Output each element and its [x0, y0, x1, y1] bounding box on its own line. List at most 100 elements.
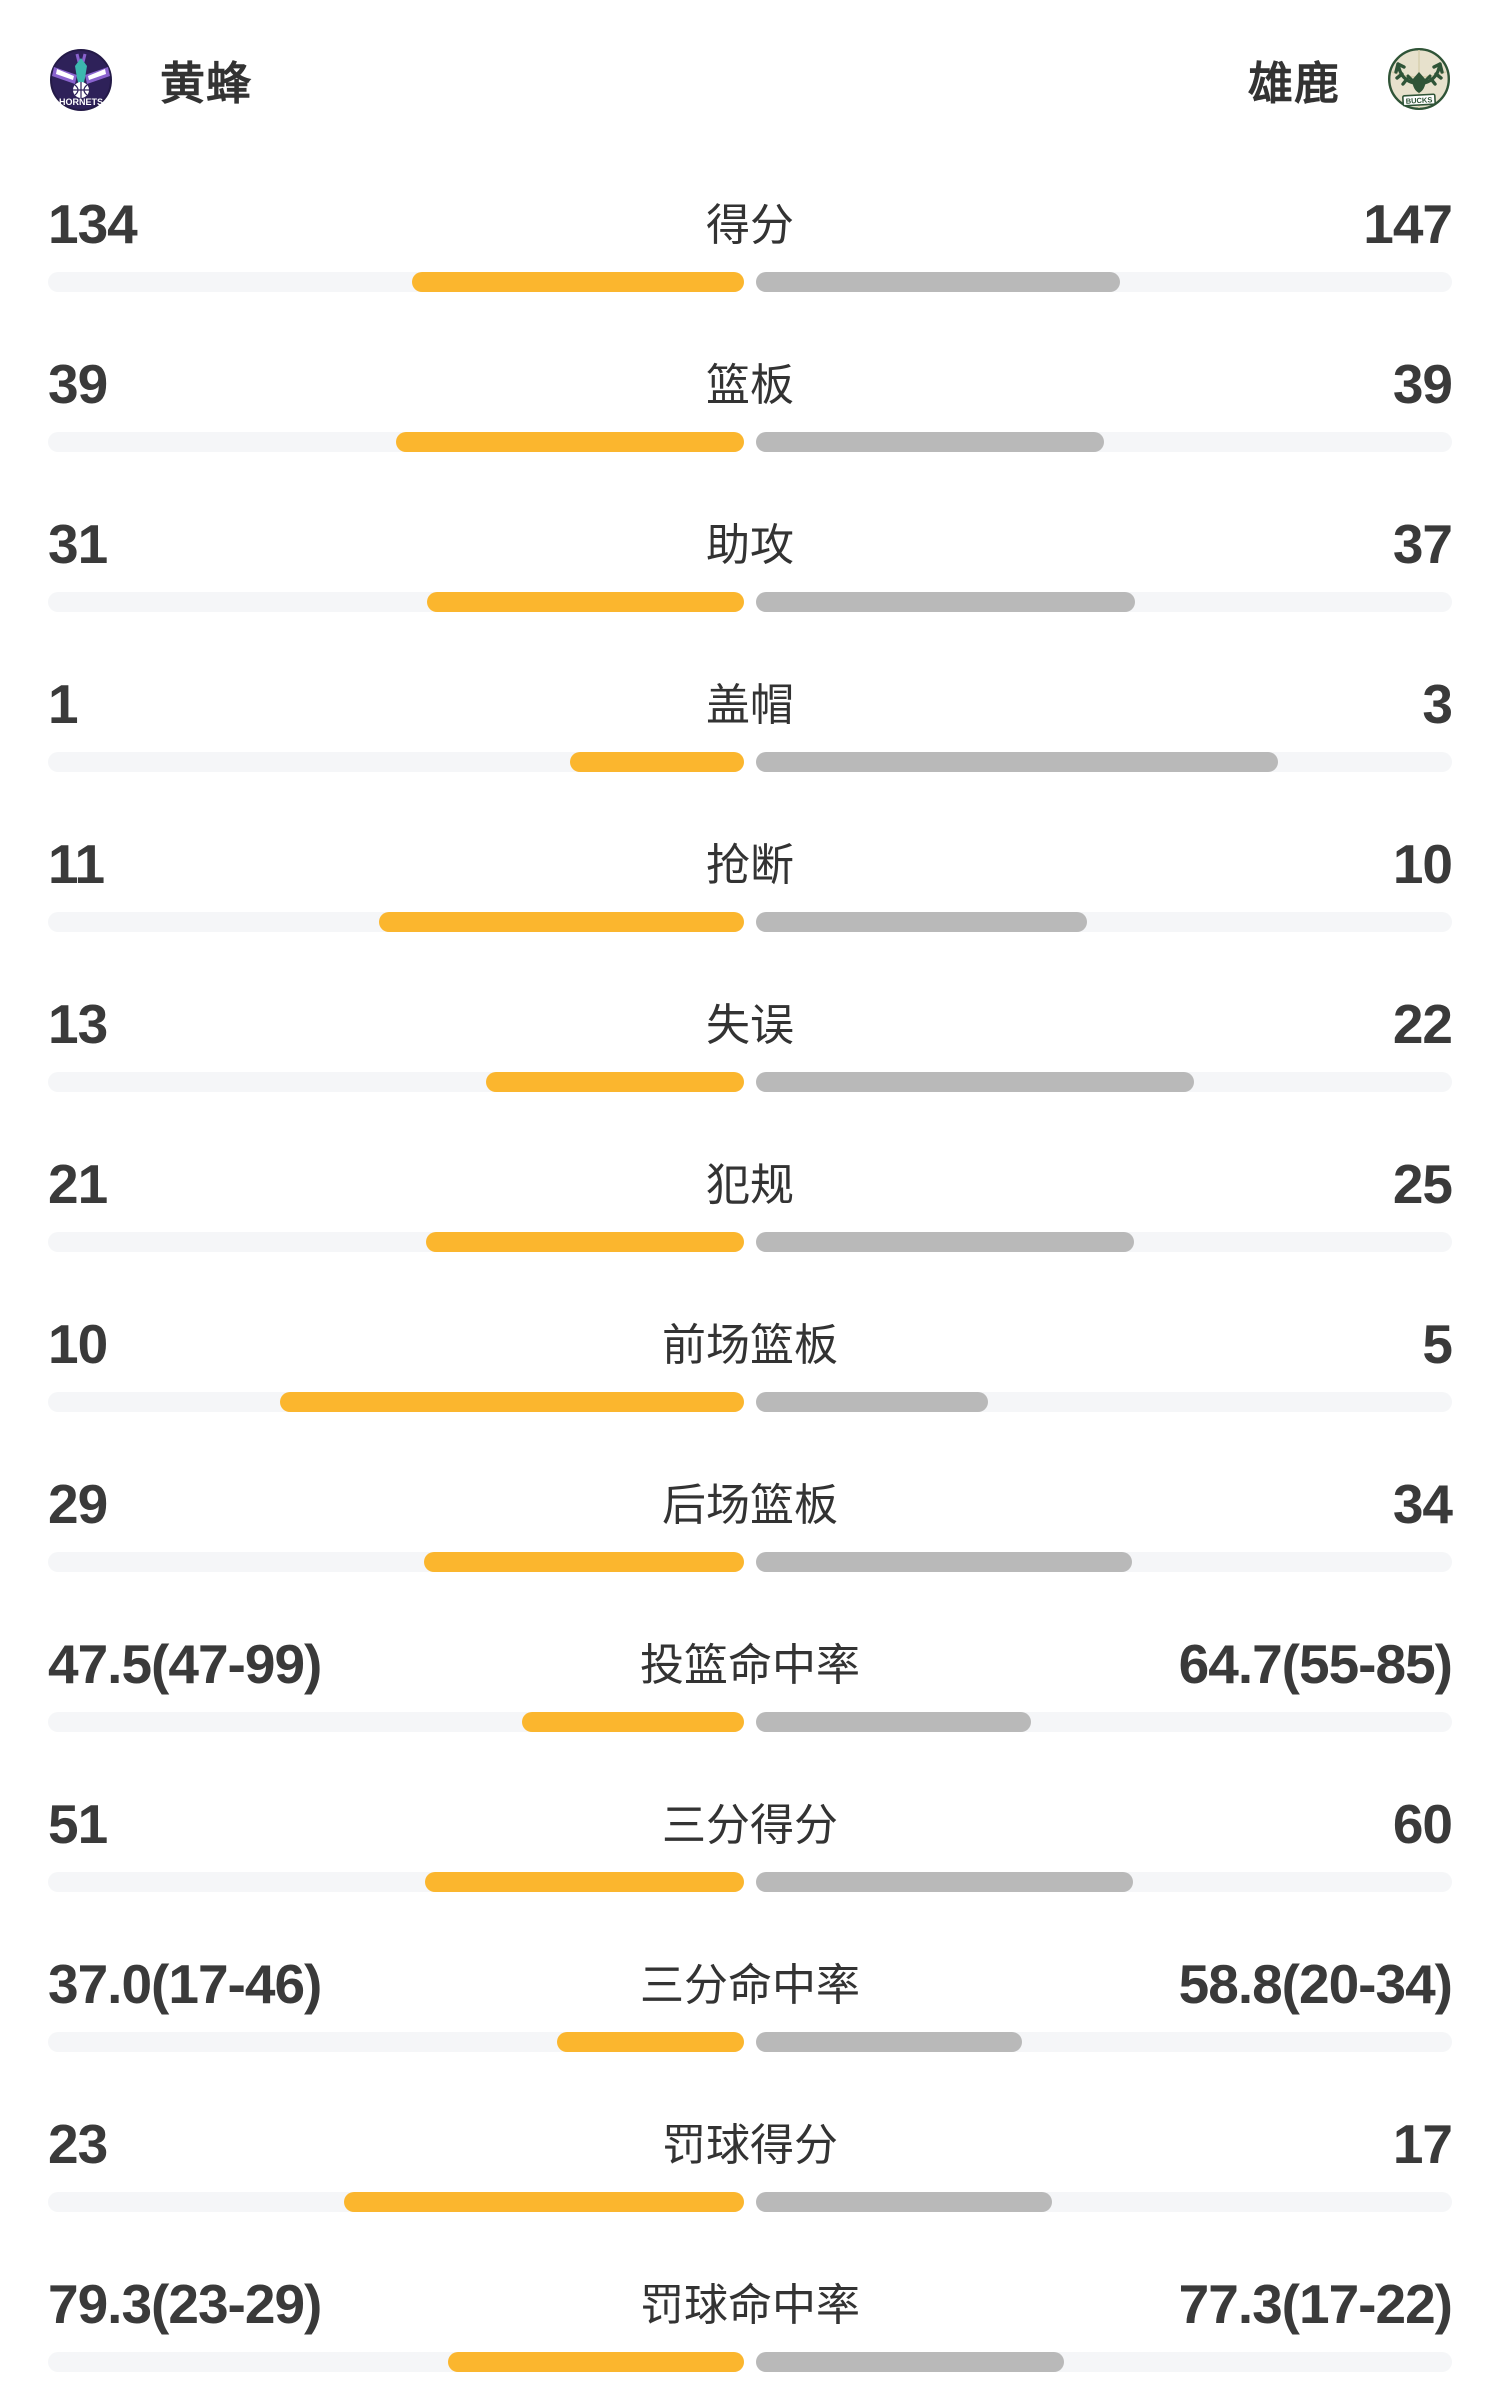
stat-line: 37.0(17-46) 三分命中率 58.8(20-34) [48, 1953, 1453, 2015]
stat-label: 三分得分 [662, 1801, 838, 1850]
home-stat-value: 51 [48, 1793, 108, 1855]
home-bar-fill [343, 2192, 744, 2212]
away-bar-track [756, 1232, 1452, 1252]
stat-row: 37.0(17-46) 三分命中率 58.8(20-34) [48, 1907, 1453, 2067]
stat-line: 21 犯规 25 [48, 1153, 1453, 1215]
away-stat-value: 60 [1392, 1793, 1453, 1855]
home-bar-fill [379, 912, 744, 932]
stat-bars [48, 1712, 1452, 1732]
away-stat-value: 22 [1392, 993, 1453, 1055]
home-team: HORNETS 黄蜂 [48, 46, 252, 112]
stat-label: 失误 [706, 1001, 794, 1050]
home-stat-value: 11 [48, 833, 105, 895]
away-bar-track [756, 2352, 1452, 2372]
home-bar-track [48, 752, 744, 772]
home-stat-value: 37.0(17-46) [48, 1953, 322, 2015]
stat-label: 抢断 [706, 841, 794, 890]
content-area: HORNETS 黄蜂 BUCKS [0, 46, 1500, 2387]
away-team-name: 雄鹿 [1247, 57, 1340, 109]
stat-line: 23 罚球得分 17 [48, 2113, 1453, 2175]
stat-bars [48, 2192, 1452, 2212]
stat-label: 罚球得分 [662, 2121, 838, 2170]
team-header: HORNETS 黄蜂 BUCKS [48, 46, 1452, 112]
home-bar-track [48, 1072, 744, 1092]
away-bar-track [756, 432, 1452, 452]
away-stat-value: 10 [1392, 833, 1453, 895]
home-bar-fill [412, 272, 744, 292]
stat-bars [48, 1072, 1452, 1092]
hornets-logo: HORNETS [50, 49, 112, 111]
home-bar-fill [570, 752, 744, 772]
away-stat-value: 58.8(20-34) [1178, 1953, 1453, 2015]
away-bar-track [756, 1872, 1452, 1892]
stat-row: 134 得分 147 [48, 147, 1453, 307]
away-bar-track [756, 2192, 1452, 2212]
stat-line: 13 失误 22 [48, 993, 1453, 1055]
home-bar-fill [557, 2032, 744, 2052]
stat-row: 29 后场篮板 34 [48, 1427, 1453, 1587]
home-stat-value: 79.3(23-29) [48, 2273, 322, 2335]
bucks-wordmark: BUCKS [1405, 95, 1432, 105]
away-stat-value: 25 [1392, 1153, 1453, 1215]
away-bar-track [756, 2032, 1452, 2052]
stat-bars [48, 1872, 1452, 1892]
home-stat-value: 21 [48, 1153, 108, 1215]
home-bar-track [48, 2192, 744, 2212]
away-bar-fill [756, 752, 1278, 772]
stat-row: 31 助攻 37 [48, 467, 1453, 627]
stat-row: 39 篮板 39 [48, 307, 1453, 467]
home-bar-track [48, 1552, 744, 1572]
stat-label: 得分 [706, 201, 794, 250]
stat-label: 罚球命中率 [640, 2281, 860, 2330]
hornets-wordmark: HORNETS [59, 97, 103, 107]
home-bar-track [48, 592, 744, 612]
stat-line: 1 盖帽 3 [48, 673, 1453, 735]
stat-line: 134 得分 147 [48, 195, 1453, 253]
stat-line: 51 三分得分 60 [48, 1793, 1453, 1855]
away-bar-fill [756, 1072, 1194, 1092]
stat-bars [48, 432, 1452, 452]
stat-line: 11 抢断 10 [48, 833, 1453, 895]
away-stat-value: 39 [1392, 353, 1453, 415]
away-bar-track [756, 1392, 1452, 1412]
away-bar-track [756, 1552, 1452, 1572]
stat-label: 三分命中率 [640, 1961, 860, 2010]
home-bar-fill [426, 592, 744, 612]
stat-bars [48, 2352, 1452, 2372]
stat-bars [48, 1232, 1452, 1252]
home-stat-value: 47.5(47-99) [48, 1633, 322, 1695]
home-bar-track [48, 1872, 744, 1892]
away-bar-fill [756, 1872, 1133, 1892]
away-bar-track [756, 1712, 1452, 1732]
away-bar-fill [756, 272, 1120, 292]
home-stat-value: 13 [48, 993, 108, 1055]
stat-row: 13 失误 22 [48, 947, 1453, 1107]
stat-label: 篮板 [706, 361, 794, 410]
stat-bars [48, 592, 1452, 612]
away-stat-value: 34 [1392, 1473, 1453, 1535]
home-stat-value: 1 [48, 673, 79, 735]
stat-row: 10 前场篮板 5 [48, 1267, 1453, 1427]
bucks-logo: BUCKS [1388, 48, 1450, 110]
home-bar-fill [521, 1712, 744, 1732]
stat-bars [48, 272, 1452, 292]
home-bar-track [48, 912, 744, 932]
stat-label: 盖帽 [706, 681, 794, 730]
away-bar-fill [756, 1232, 1134, 1252]
away-team: BUCKS 雄鹿 [1248, 46, 1452, 112]
home-stat-value: 10 [48, 1313, 108, 1375]
home-bar-track [48, 1392, 744, 1412]
home-stat-value: 23 [48, 2113, 108, 2175]
stat-line: 10 前场篮板 5 [48, 1313, 1453, 1375]
stat-bars [48, 752, 1452, 772]
stat-row: 51 三分得分 60 [48, 1747, 1453, 1907]
stat-bars [48, 2032, 1452, 2052]
away-bar-fill [756, 912, 1088, 932]
home-bar-fill [485, 1072, 744, 1092]
stat-row: 1 盖帽 3 [48, 627, 1453, 787]
stat-label: 前场篮板 [662, 1321, 838, 1370]
stat-row: 23 罚球得分 17 [48, 2067, 1453, 2227]
away-bar-fill [756, 1552, 1132, 1572]
home-stat-value: 29 [48, 1473, 108, 1535]
